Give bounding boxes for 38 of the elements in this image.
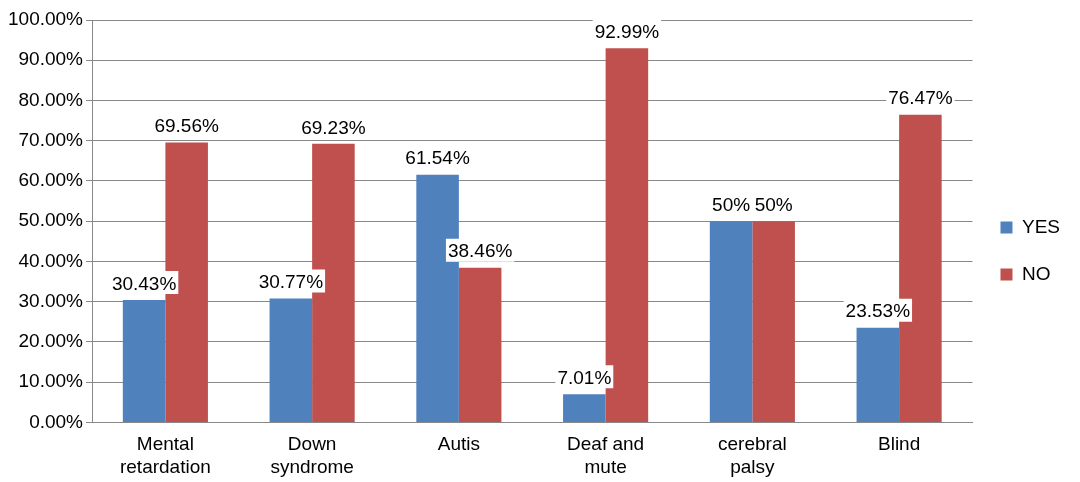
legend-label: NO xyxy=(1021,262,1051,284)
x-tick-label: Autis xyxy=(437,433,480,455)
data-label: 61.54% xyxy=(405,147,470,169)
data-label: 50% xyxy=(712,193,751,215)
data-label: 30.77% xyxy=(258,271,324,293)
y-tick-label: 100.00% xyxy=(7,8,84,30)
y-tick-label: 10.00% xyxy=(18,370,84,392)
bar xyxy=(856,327,900,422)
y-tick-label: 80.00% xyxy=(18,88,84,110)
data-label: 23.53% xyxy=(845,300,911,322)
data-label: 50% xyxy=(754,193,793,215)
y-tick-label: 50.00% xyxy=(18,209,84,231)
data-label: 69.56% xyxy=(154,115,219,137)
bar xyxy=(458,267,502,422)
data-label: 92.99% xyxy=(594,20,660,42)
y-tick-label: 30.00% xyxy=(18,289,84,311)
y-tick-label: 0.00% xyxy=(29,410,84,432)
x-tick-label: Blind xyxy=(877,433,921,455)
x-tick-label: cerebral palsy xyxy=(718,433,787,477)
y-tick-label: 70.00% xyxy=(18,128,84,150)
bar xyxy=(563,394,606,422)
bar xyxy=(122,299,166,422)
data-label: 38.46% xyxy=(447,240,513,262)
y-tick-label: 60.00% xyxy=(18,169,84,191)
bar xyxy=(269,298,313,422)
legend-label: YES xyxy=(1021,215,1061,237)
y-tick-label: 90.00% xyxy=(18,48,84,70)
y-tick-label: 20.00% xyxy=(18,330,84,352)
x-tick-label: Mental retardation xyxy=(119,433,211,477)
x-tick-label: Deaf and mute xyxy=(567,433,645,477)
data-label: 69.23% xyxy=(301,116,366,138)
data-label: 76.47% xyxy=(888,87,953,109)
y-tick-label: 40.00% xyxy=(18,249,84,271)
data-label: 7.01% xyxy=(557,366,612,388)
bar xyxy=(752,221,795,422)
bar xyxy=(709,221,753,422)
data-label: 30.43% xyxy=(111,272,177,294)
x-tick-label: Down syndrome xyxy=(270,433,354,477)
